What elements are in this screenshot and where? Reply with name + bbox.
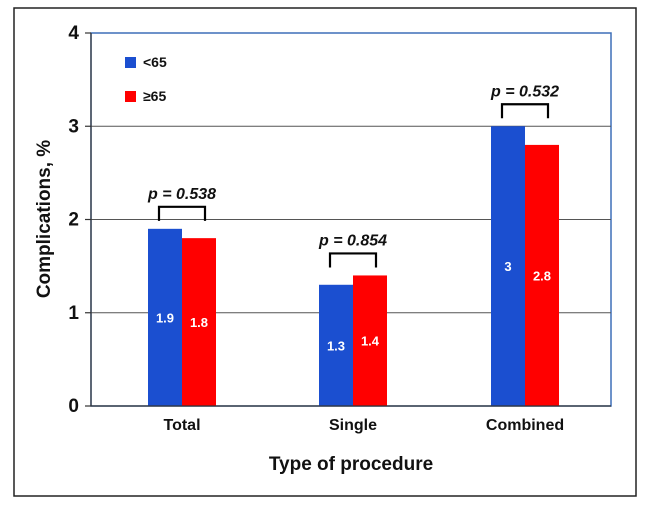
bar: [525, 144, 559, 406]
p-value-label: p = 0.854: [318, 232, 387, 249]
x-tick-label: Single: [329, 417, 377, 434]
bar: [319, 284, 353, 406]
y-tick-label: 4: [68, 23, 79, 44]
bar-value-label: 1.8: [190, 315, 208, 330]
bar: [182, 238, 216, 406]
bar: [148, 228, 182, 406]
p-value-bracket: [500, 103, 550, 119]
y-tick-label: 1: [68, 303, 79, 324]
x-tick-label: Total: [163, 417, 200, 434]
p-value-label: p = 0.532: [490, 83, 559, 100]
axes: 0 1 2 3 4 Total Single Combined: [68, 23, 611, 434]
p-value-label: p = 0.538: [147, 186, 216, 203]
legend-label: ≥65: [143, 88, 166, 104]
y-tick-label: 3: [68, 116, 79, 137]
bar: [353, 275, 387, 406]
x-axis-label: Type of procedure: [269, 454, 433, 475]
p-value-bracket: [157, 205, 207, 221]
y-axis-label: Complications, %: [34, 140, 55, 298]
legend: <65 ≥65: [125, 54, 167, 104]
y-tick-label: 2: [68, 210, 79, 231]
bar: [491, 126, 525, 406]
legend-swatch: [125, 91, 136, 102]
bar-value-label: 1.9: [156, 310, 174, 325]
p-value-bracket: [328, 252, 378, 268]
bars: 1.9 1.3 3 1.8 1.4 2.8: [148, 126, 559, 406]
x-tick-label: Combined: [486, 417, 564, 434]
legend-label: <65: [143, 54, 167, 70]
bar-value-label: 1.4: [361, 334, 380, 349]
y-tick-label: 0: [68, 396, 79, 417]
legend-swatch: [125, 57, 136, 68]
p-value-annotations: p = 0.538 p = 0.854 p = 0.532: [147, 83, 559, 268]
bar-value-label: 2.8: [533, 268, 551, 283]
bar-value-label: 3: [504, 259, 511, 274]
bar-value-label: 1.3: [327, 338, 345, 353]
